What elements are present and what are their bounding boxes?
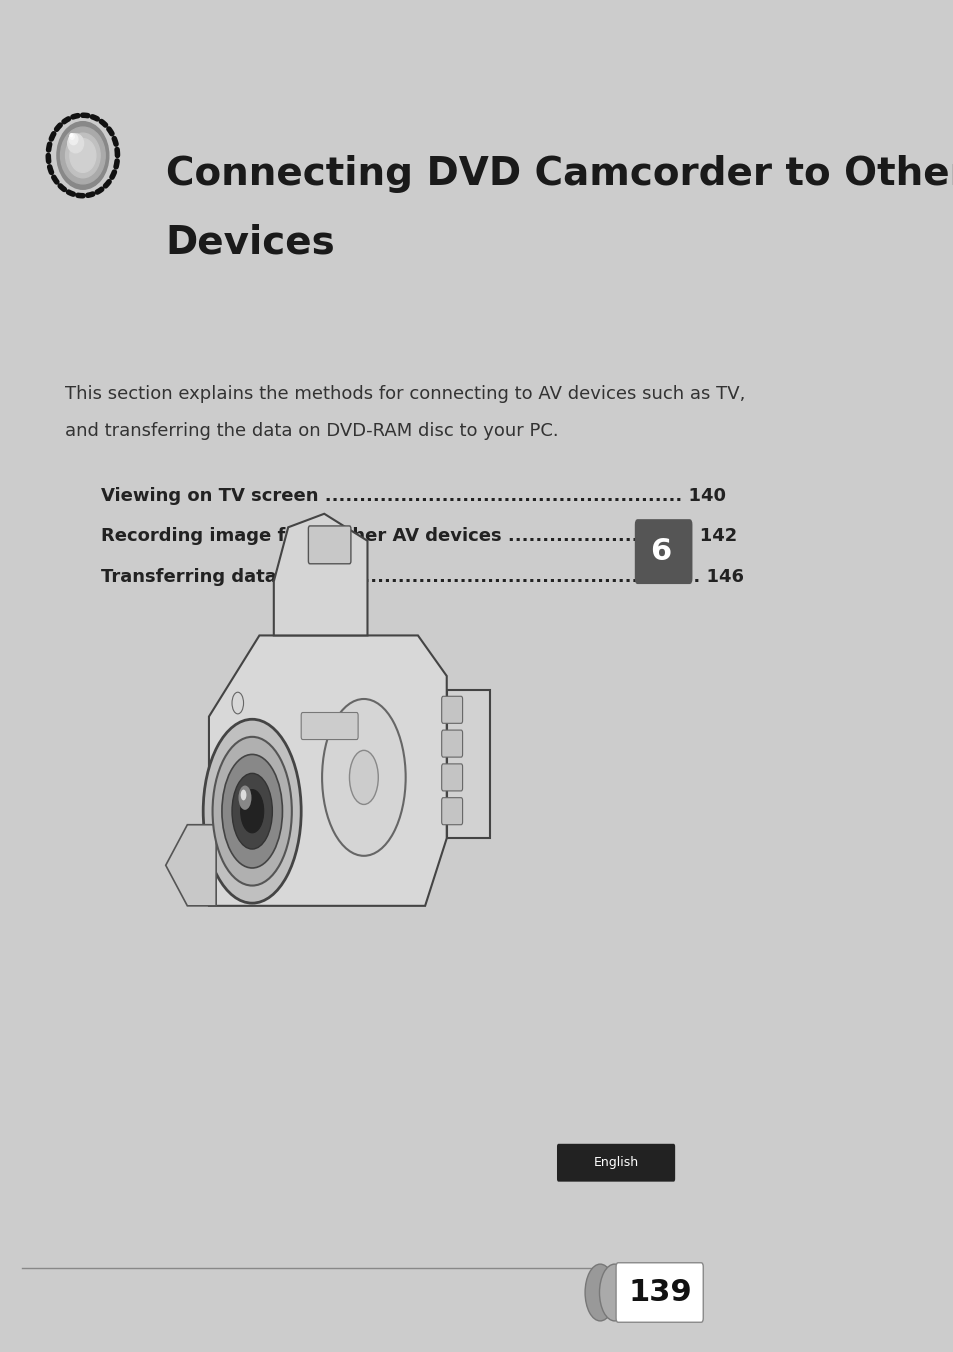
FancyBboxPatch shape: [441, 696, 462, 723]
FancyBboxPatch shape: [441, 764, 462, 791]
Text: Devices: Devices: [166, 223, 335, 261]
Circle shape: [240, 790, 246, 800]
Text: Connecting DVD Camcorder to Other: Connecting DVD Camcorder to Other: [166, 155, 953, 193]
Circle shape: [232, 773, 273, 849]
Ellipse shape: [57, 122, 109, 189]
FancyBboxPatch shape: [557, 1144, 675, 1182]
Circle shape: [238, 786, 252, 810]
FancyBboxPatch shape: [308, 526, 351, 564]
Circle shape: [584, 1264, 615, 1321]
Circle shape: [240, 790, 263, 833]
FancyBboxPatch shape: [634, 519, 692, 584]
Circle shape: [222, 754, 282, 868]
Text: Transferring data to PC .................................................... 146: Transferring data to PC ................…: [101, 568, 743, 585]
Ellipse shape: [71, 134, 72, 137]
Polygon shape: [166, 825, 216, 906]
Text: Viewing on TV screen .................................................... 140: Viewing on TV screen ...................…: [101, 487, 725, 504]
Polygon shape: [425, 690, 490, 838]
FancyBboxPatch shape: [616, 1263, 702, 1322]
Circle shape: [349, 750, 378, 804]
Ellipse shape: [66, 134, 100, 178]
Circle shape: [203, 719, 301, 903]
Circle shape: [322, 699, 405, 856]
Text: English: English: [593, 1156, 638, 1169]
Text: 6: 6: [650, 537, 671, 566]
FancyBboxPatch shape: [441, 798, 462, 825]
Ellipse shape: [70, 134, 74, 139]
Polygon shape: [209, 635, 446, 906]
Text: This section explains the methods for connecting to AV devices such as TV,: This section explains the methods for co…: [65, 385, 744, 403]
Ellipse shape: [70, 134, 78, 145]
Circle shape: [598, 1264, 629, 1321]
Ellipse shape: [70, 138, 95, 173]
Text: and transferring the data on DVD-RAM disc to your PC.: and transferring the data on DVD-RAM dis…: [65, 422, 558, 439]
FancyBboxPatch shape: [301, 713, 357, 740]
Circle shape: [213, 737, 292, 886]
Polygon shape: [274, 514, 367, 635]
Ellipse shape: [60, 127, 105, 184]
FancyBboxPatch shape: [441, 730, 462, 757]
Text: 139: 139: [627, 1278, 691, 1307]
Text: Recording image from other AV devices ........................... 142: Recording image from other AV devices ..…: [101, 527, 737, 545]
Ellipse shape: [68, 134, 84, 153]
